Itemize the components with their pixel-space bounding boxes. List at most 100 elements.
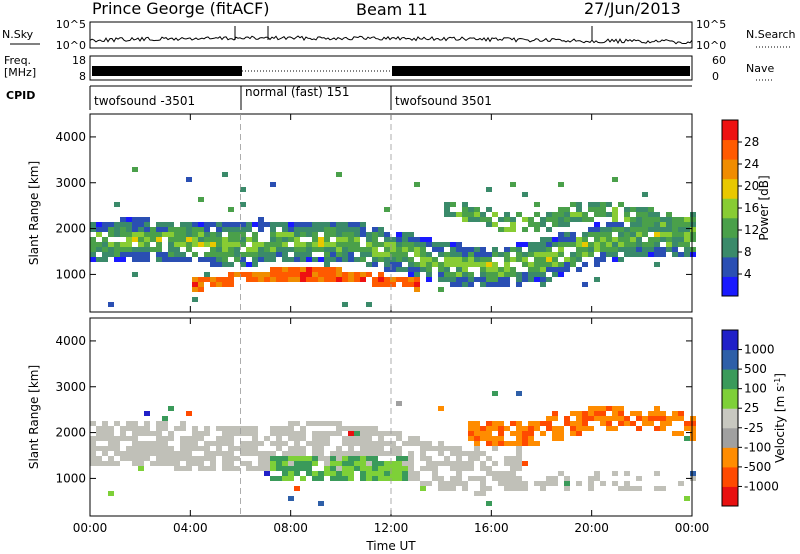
power-cell (114, 247, 120, 252)
power-cell (222, 222, 228, 227)
x-tick-label: 08:00 (273, 521, 308, 535)
power-cell (588, 232, 594, 237)
power-cell (414, 237, 420, 242)
velocity-cell (672, 431, 678, 436)
x-tick-label: 04:00 (173, 521, 208, 535)
velocity-cell (132, 431, 138, 436)
velocity-cell (648, 421, 654, 426)
power-cell (240, 187, 246, 192)
power-cell (312, 247, 318, 252)
power-cell (690, 237, 696, 242)
velocity-cell (174, 461, 180, 466)
power-cell (198, 237, 204, 242)
velocity-cell (108, 461, 114, 466)
velocity-cell (186, 456, 192, 461)
velocity-cell (90, 441, 96, 446)
velocity-colorbar-segment (722, 447, 738, 468)
power-cell (330, 232, 336, 237)
power-x-ticks (89, 114, 693, 312)
power-cell (222, 242, 228, 247)
power-cell (510, 247, 516, 252)
power-cell (612, 212, 618, 217)
power-cell (342, 227, 348, 232)
power-cell (594, 277, 600, 282)
velocity-cell (354, 456, 360, 461)
power-cell (570, 242, 576, 247)
power-cell (546, 257, 552, 262)
power-cell (660, 227, 666, 232)
velocity-cell (510, 471, 516, 476)
velocity-cell (210, 456, 216, 461)
power-cell (324, 257, 330, 262)
velocity-cell (432, 476, 438, 481)
power-cell (408, 242, 414, 247)
power-cell (348, 252, 354, 257)
power-cell (594, 242, 600, 247)
power-cell (606, 237, 612, 242)
velocity-cell (318, 456, 324, 461)
power-cell (666, 232, 672, 237)
velocity-cell (510, 431, 516, 436)
velocity-cell (600, 411, 606, 416)
power-cell (498, 217, 504, 222)
velocity-cell (120, 431, 126, 436)
power-cell (564, 262, 570, 267)
power-cell (240, 222, 246, 227)
velocity-cell (576, 421, 582, 426)
power-cell (432, 242, 438, 247)
power-cell (426, 267, 432, 272)
velocity-cell (126, 426, 132, 431)
velocity-cell (354, 466, 360, 471)
power-cell (366, 302, 372, 307)
velocity-cell (108, 426, 114, 431)
power-cell (312, 277, 318, 282)
power-cell (576, 267, 582, 272)
velocity-cell (192, 456, 198, 461)
velocity-cell (654, 411, 660, 416)
power-cell (318, 247, 324, 252)
power-cell (600, 237, 606, 242)
velocity-cell (582, 416, 588, 421)
velocity-cell (294, 456, 300, 461)
freq-tick-top: 18 (72, 54, 86, 67)
power-cell (210, 282, 216, 287)
power-cell (690, 232, 696, 237)
power-cell (294, 272, 300, 277)
power-cell (642, 207, 648, 212)
power-cell (468, 217, 474, 222)
velocity-cell (594, 416, 600, 421)
power-cell (450, 272, 456, 277)
power-cell (132, 232, 138, 237)
velocity-cell (342, 466, 348, 471)
velocity-cell (270, 426, 276, 431)
power-colorbar-segment (722, 256, 738, 277)
power-cell (324, 272, 330, 277)
velocity-cell (294, 441, 300, 446)
power-cell (162, 232, 168, 237)
power-cell (336, 247, 342, 252)
velocity-cell (408, 476, 414, 481)
velocity-cell (528, 426, 534, 431)
power-cell (360, 252, 366, 257)
power-cell (360, 222, 366, 227)
power-cell (270, 267, 276, 272)
power-cell (558, 217, 564, 222)
power-cell (402, 267, 408, 272)
power-cell (504, 227, 510, 232)
power-cell (144, 237, 150, 242)
power-cell (162, 257, 168, 262)
velocity-cell (162, 446, 168, 451)
power-cell (420, 237, 426, 242)
power-cell (444, 272, 450, 277)
power-cell (150, 237, 156, 242)
velocity-cell (168, 456, 174, 461)
power-cell (282, 247, 288, 252)
velocity-cell (438, 481, 444, 486)
power-cell (624, 232, 630, 237)
velocity-cell (690, 421, 696, 426)
power-cell (606, 232, 612, 237)
velocity-cell (552, 426, 558, 431)
power-cell (564, 207, 570, 212)
velocity-cell (384, 471, 390, 476)
power-cell (288, 272, 294, 277)
